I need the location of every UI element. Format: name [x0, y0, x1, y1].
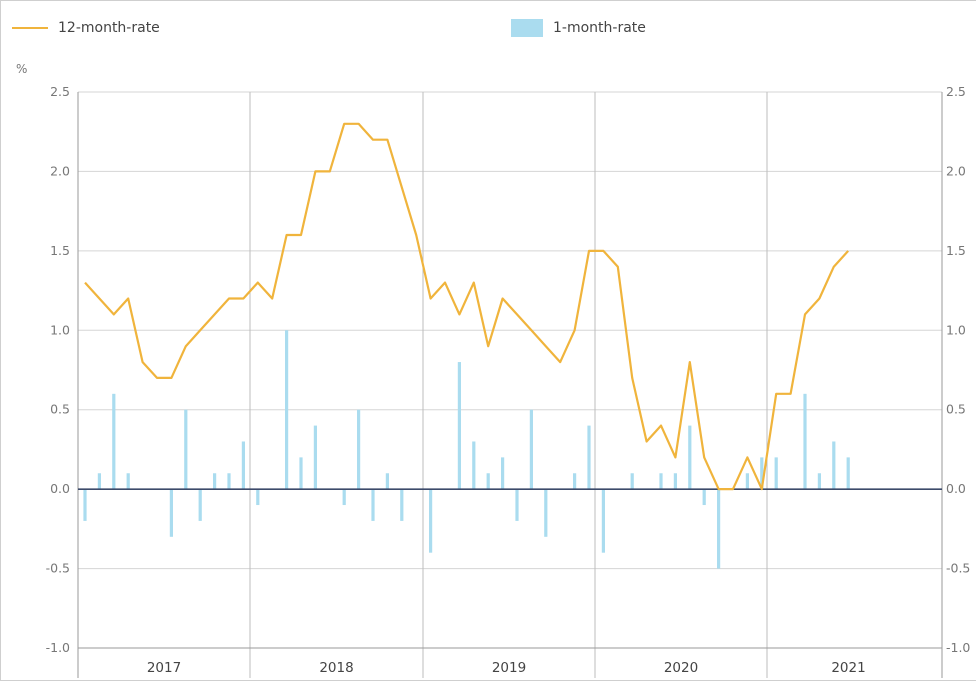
year-label: 2020	[664, 660, 698, 676]
y-tick-label-right: 0.0	[946, 481, 966, 496]
bar-1-month-rate	[97, 473, 101, 490]
bar-1-month-rate	[817, 473, 821, 490]
bar-1-month-rate	[169, 489, 173, 537]
legend-item-1-month-rate[interactable]: 1-month-rate	[511, 14, 646, 42]
y-tick-label-left: -0.5	[46, 561, 70, 576]
bar-1-month-rate	[112, 393, 116, 490]
y-tick-label-right: 1.5	[946, 243, 966, 258]
y-tick-label-right: 2.5	[946, 84, 966, 99]
bar-1-month-rate	[846, 457, 850, 490]
year-label: 2017	[147, 660, 181, 676]
y-tick-label-left: 1.5	[50, 243, 70, 258]
bar-1-month-rate	[803, 393, 807, 490]
bar-1-month-rate	[126, 473, 130, 490]
bar-1-month-rate	[457, 362, 461, 490]
bar-1-month-rate	[429, 489, 433, 553]
bar-1-month-rate	[573, 473, 577, 490]
bar-1-month-rate	[83, 489, 87, 521]
year-label: 2019	[492, 660, 526, 676]
bar-1-month-rate	[760, 457, 764, 490]
bar-1-month-rate	[529, 409, 533, 490]
bar-1-month-rate	[673, 473, 677, 490]
bar-1-month-rate	[227, 473, 231, 490]
bar-1-month-rate	[241, 441, 245, 490]
bar-1-month-rate	[774, 457, 778, 490]
chart-legend: 12-month-rate 1-month-rate	[0, 14, 978, 42]
bar-1-month-rate	[371, 489, 375, 521]
bar-1-month-rate	[285, 330, 289, 490]
year-label: 2021	[831, 660, 865, 676]
y-tick-label-left: 2.5	[50, 84, 70, 99]
legend-label-12-month-rate: 12-month-rate	[58, 20, 160, 36]
bar-1-month-rate	[544, 489, 548, 537]
bar-1-month-rate	[213, 473, 217, 490]
y-tick-label-right: 0.5	[946, 402, 966, 417]
year-label: 2018	[319, 660, 353, 676]
bar-1-month-rate	[717, 489, 721, 569]
bar-1-month-rate	[400, 489, 404, 521]
y-tick-label-left: 2.0	[50, 163, 70, 178]
bar-1-month-rate	[515, 489, 519, 521]
bar-1-month-rate	[299, 457, 303, 490]
y-tick-label-right: -0.5	[946, 561, 970, 576]
y-tick-label-left: -1.0	[46, 640, 70, 655]
legend-bar-swatch	[511, 19, 543, 37]
y-tick-label-left: 0.5	[50, 402, 70, 417]
y-axis-unit-label: %	[16, 62, 28, 76]
legend-line-swatch	[12, 27, 48, 29]
bar-1-month-rate	[256, 489, 260, 506]
bar-1-month-rate	[184, 409, 188, 490]
y-tick-label-left: 1.0	[50, 322, 70, 337]
legend-item-12-month-rate[interactable]: 12-month-rate	[12, 14, 160, 42]
y-tick-label-right: 2.0	[946, 163, 966, 178]
bar-1-month-rate	[313, 425, 317, 490]
bar-1-month-rate	[688, 425, 692, 490]
bar-1-month-rate	[659, 473, 663, 490]
line-12-month-rate	[84, 122, 850, 491]
bar-1-month-rate	[745, 473, 749, 490]
y-tick-label-left: 0.0	[50, 481, 70, 496]
bar-1-month-rate	[342, 489, 346, 506]
bar-1-month-rate	[357, 409, 361, 490]
bar-1-month-rate	[587, 425, 591, 490]
bar-1-month-rate	[198, 489, 202, 521]
bar-1-month-rate	[472, 441, 476, 490]
bar-1-month-rate	[702, 489, 706, 506]
bar-1-month-rate	[385, 473, 389, 490]
bar-1-month-rate	[832, 441, 836, 490]
y-tick-label-right: 1.0	[946, 322, 966, 337]
legend-label-1-month-rate: 1-month-rate	[553, 20, 646, 36]
bar-1-month-rate	[501, 457, 505, 490]
y-tick-label-right: -1.0	[946, 640, 970, 655]
bar-1-month-rate	[630, 473, 634, 490]
bar-1-month-rate	[601, 489, 605, 553]
bar-1-month-rate	[486, 473, 490, 490]
